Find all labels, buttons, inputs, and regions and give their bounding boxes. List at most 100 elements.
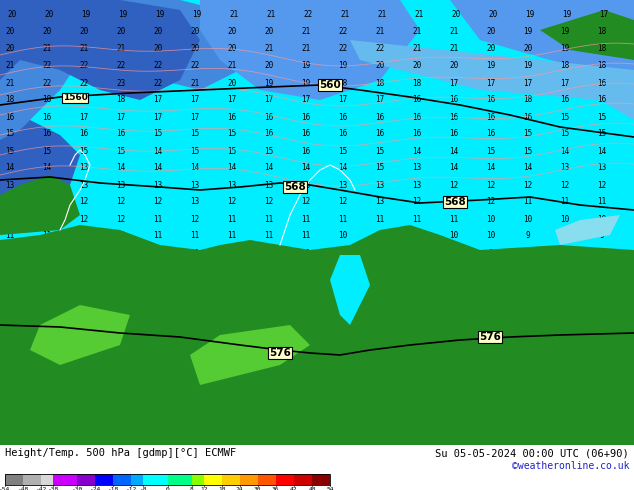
Text: 12: 12 [5, 368, 15, 376]
Text: 13: 13 [153, 317, 163, 325]
Text: 13: 13 [524, 299, 533, 309]
Text: 13: 13 [339, 180, 347, 190]
Text: 13: 13 [190, 180, 200, 190]
Text: 15: 15 [375, 164, 385, 172]
Text: 21: 21 [264, 45, 274, 53]
Text: 16: 16 [301, 129, 311, 139]
Text: 13: 13 [5, 299, 15, 309]
Text: 21: 21 [301, 45, 311, 53]
Bar [222, 474, 240, 485]
Text: 15: 15 [5, 129, 15, 139]
Text: -24: -24 [89, 487, 101, 490]
Text: 10: 10 [301, 418, 311, 427]
Text: 12: 12 [228, 334, 236, 343]
Text: 11: 11 [301, 368, 311, 376]
Text: 13: 13 [42, 180, 51, 190]
Text: 19: 19 [562, 10, 572, 20]
Text: 13: 13 [412, 164, 422, 172]
Text: 20: 20 [5, 45, 15, 53]
Text: 20: 20 [228, 27, 236, 36]
Text: 22: 22 [42, 62, 51, 71]
Text: 12: 12 [153, 350, 163, 360]
Text: 18: 18 [597, 27, 607, 36]
Text: 22: 22 [153, 62, 163, 71]
Text: -8: -8 [139, 487, 147, 490]
Bar [191, 474, 204, 485]
Text: 17: 17 [153, 113, 163, 122]
Text: 13: 13 [412, 283, 422, 292]
Text: 14: 14 [339, 164, 347, 172]
Text: 17: 17 [560, 78, 569, 88]
Text: 11: 11 [5, 231, 15, 241]
Text: 13: 13 [79, 317, 89, 325]
Text: 19: 19 [301, 62, 311, 71]
Text: 23: 23 [117, 78, 126, 88]
Text: 9: 9 [600, 368, 604, 376]
Text: 11: 11 [560, 317, 569, 325]
Text: 21: 21 [375, 27, 385, 36]
Text: 12: 12 [524, 283, 533, 292]
Text: 15: 15 [228, 147, 236, 155]
Text: 11: 11 [228, 248, 236, 258]
Text: 30: 30 [254, 487, 262, 490]
Text: 3: 3 [8, 317, 12, 325]
Text: 14: 14 [153, 164, 163, 172]
Text: 13: 13 [190, 197, 200, 206]
Text: 12: 12 [412, 197, 422, 206]
Text: 14: 14 [450, 147, 458, 155]
Polygon shape [450, 0, 634, 80]
Text: 22: 22 [339, 27, 347, 36]
Text: 3: 3 [8, 334, 12, 343]
Text: 13: 13 [42, 197, 51, 206]
Text: 19: 19 [486, 62, 496, 71]
Text: 22: 22 [79, 78, 89, 88]
Text: 10: 10 [117, 418, 126, 427]
Text: 16: 16 [301, 147, 311, 155]
Text: 12: 12 [450, 180, 458, 190]
Polygon shape [0, 225, 634, 445]
Text: 15: 15 [597, 129, 607, 139]
Text: 13: 13 [412, 180, 422, 190]
Text: 21: 21 [230, 10, 238, 20]
Text: 576: 576 [479, 332, 501, 342]
Text: 12: 12 [79, 368, 89, 376]
Text: 22: 22 [79, 62, 89, 71]
Text: 11: 11 [339, 215, 347, 223]
Text: 18: 18 [524, 96, 533, 104]
Text: 10: 10 [450, 385, 458, 393]
Text: 12: 12 [486, 197, 496, 206]
Text: -18: -18 [108, 487, 119, 490]
Text: 11: 11 [117, 248, 126, 258]
Text: 11: 11 [228, 385, 236, 393]
Text: 10: 10 [375, 385, 385, 393]
Text: 16: 16 [450, 96, 458, 104]
Text: 16: 16 [42, 113, 51, 122]
Text: 11: 11 [339, 350, 347, 360]
Text: 15: 15 [486, 147, 496, 155]
Text: 21: 21 [340, 10, 349, 20]
Text: 11: 11 [153, 231, 163, 241]
Text: 20: 20 [486, 27, 496, 36]
Text: 12: 12 [597, 180, 607, 190]
Text: 20: 20 [190, 27, 200, 36]
Text: 13: 13 [153, 283, 163, 292]
Text: 12: 12 [153, 197, 163, 206]
Text: 20: 20 [153, 45, 163, 53]
Text: 9: 9 [489, 401, 493, 411]
Text: 16: 16 [597, 78, 607, 88]
Text: 10: 10 [486, 266, 496, 274]
Text: 20: 20 [264, 27, 274, 36]
Text: 18: 18 [412, 78, 422, 88]
Text: -12: -12 [126, 487, 137, 490]
Text: 13: 13 [117, 317, 126, 325]
Text: 11: 11 [339, 266, 347, 274]
Text: 12: 12 [117, 266, 126, 274]
Text: 13: 13 [375, 299, 385, 309]
Text: 9: 9 [600, 385, 604, 393]
Text: 9: 9 [563, 418, 567, 427]
Text: 14: 14 [228, 164, 236, 172]
Bar [312, 474, 330, 485]
Text: 10: 10 [450, 401, 458, 411]
Text: 13: 13 [79, 334, 89, 343]
Text: 16: 16 [450, 113, 458, 122]
